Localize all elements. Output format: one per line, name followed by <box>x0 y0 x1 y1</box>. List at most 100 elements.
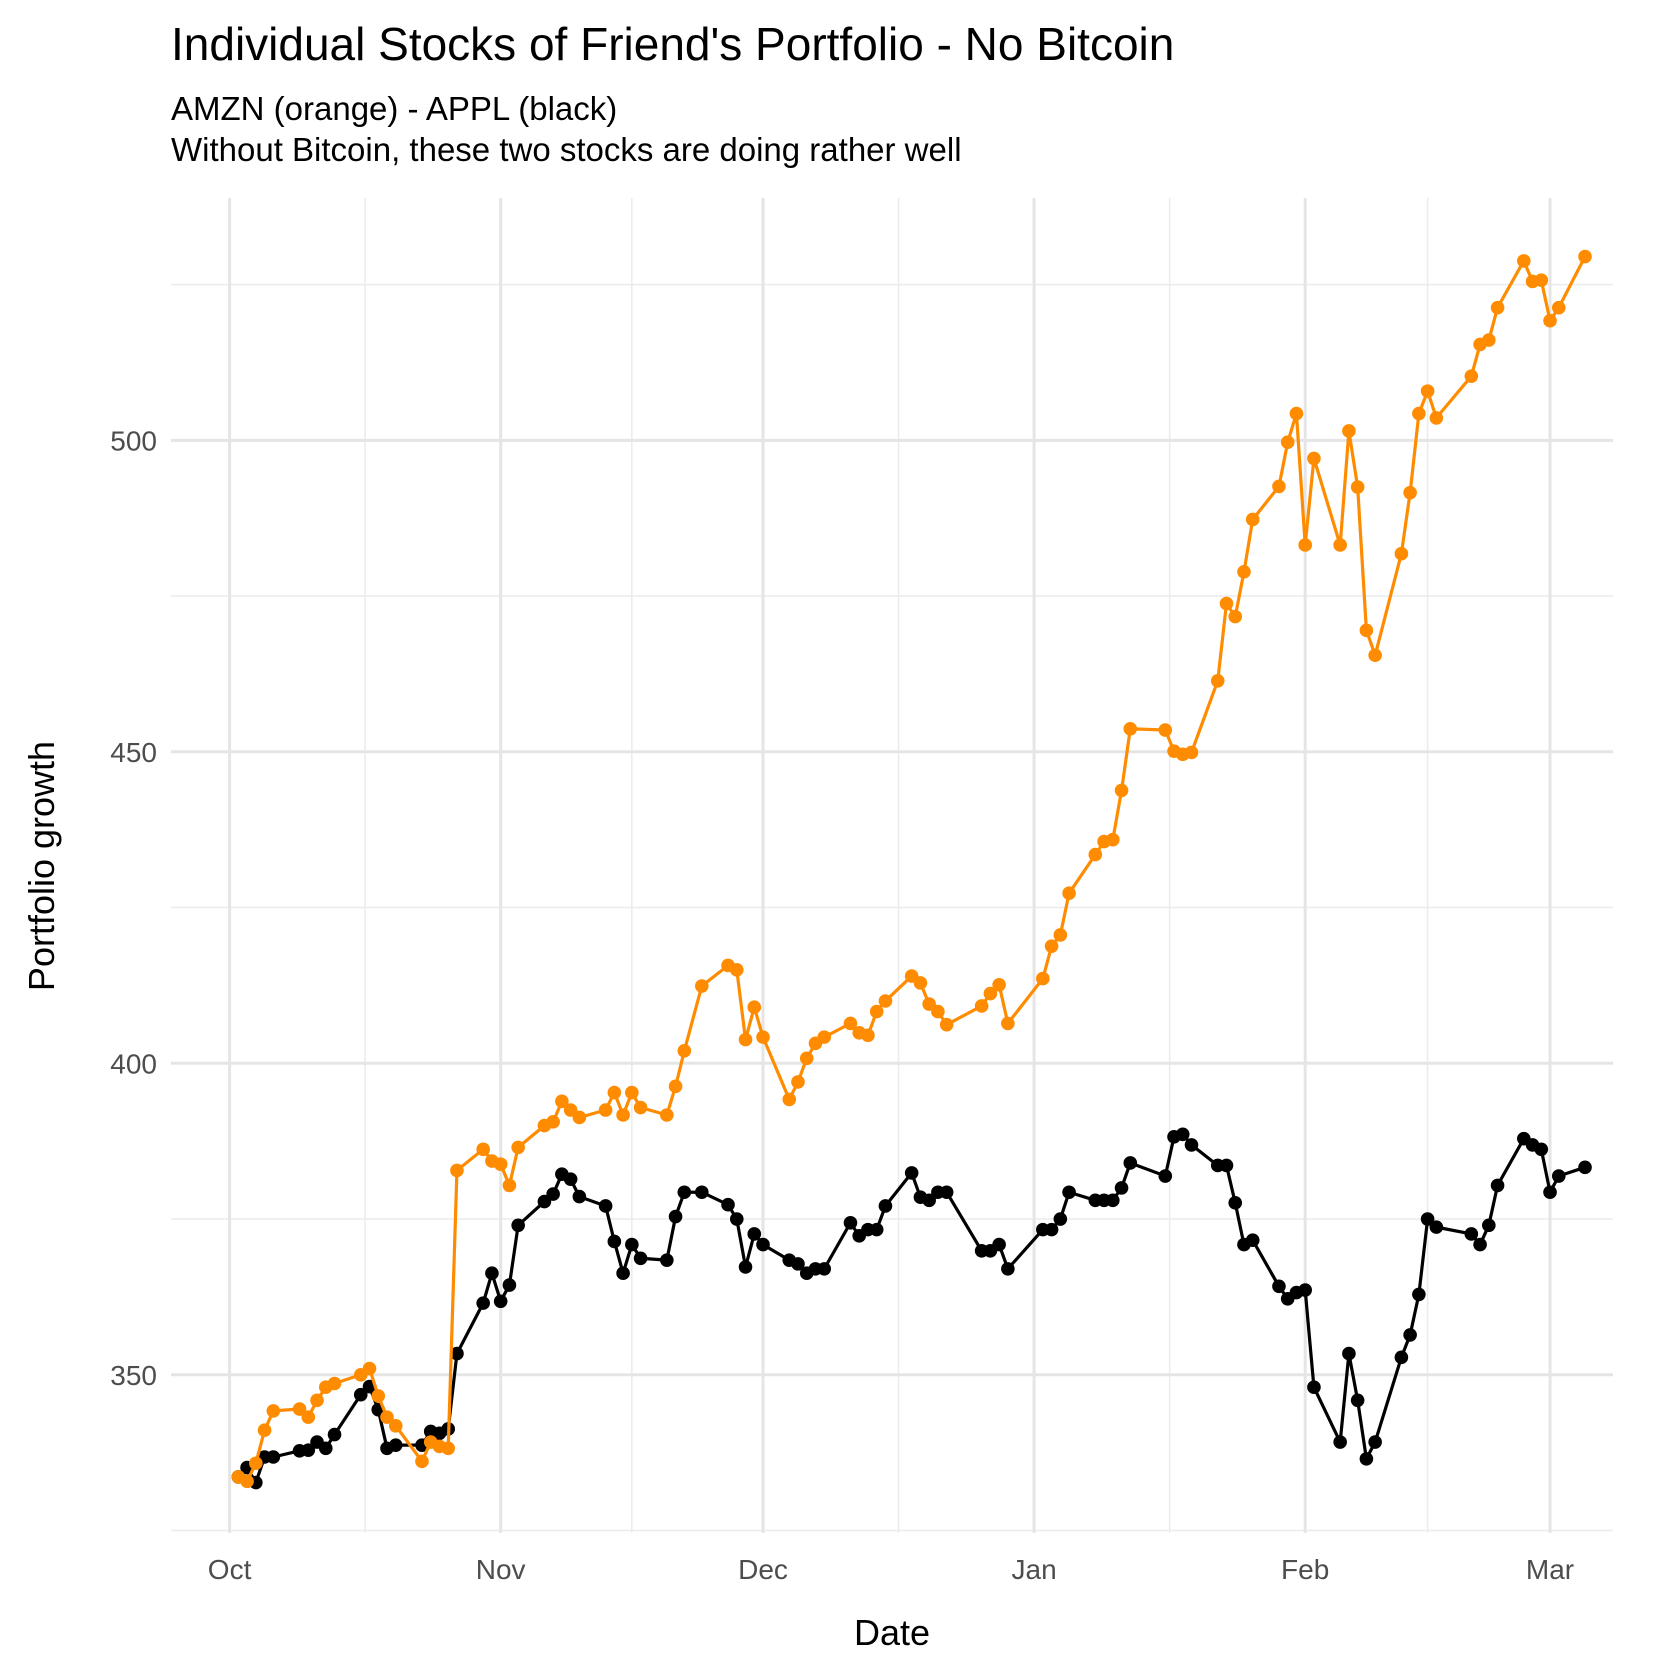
data-point <box>1412 406 1426 421</box>
data-point <box>1350 1393 1365 1408</box>
data-point <box>353 1387 368 1402</box>
data-point <box>1053 928 1068 942</box>
data-point <box>1175 1127 1190 1142</box>
data-point <box>791 1075 805 1089</box>
data-point <box>625 1085 639 1100</box>
data-point <box>1534 1142 1549 1157</box>
data-point <box>939 1017 954 1032</box>
data-point <box>1578 249 1592 264</box>
data-point <box>1534 273 1549 288</box>
data-point <box>931 1004 945 1019</box>
data-point <box>1184 1138 1199 1152</box>
data-point <box>388 1438 403 1452</box>
data-point <box>913 976 928 990</box>
data-point <box>1053 1212 1068 1226</box>
data-point <box>1289 406 1304 421</box>
x-tick-label: Nov <box>476 1554 526 1585</box>
data-point <box>1298 1283 1312 1297</box>
y-axis-title: Portfolio growth <box>21 741 62 991</box>
plot-area <box>231 249 1592 1490</box>
x-tick-label: Feb <box>1281 1554 1329 1585</box>
data-point <box>695 1185 709 1200</box>
chart-subtitle: AMZN (orange) - APPL (black) <box>171 90 617 127</box>
data-point <box>1228 609 1243 624</box>
data-point <box>598 1199 613 1213</box>
data-point <box>1394 546 1409 561</box>
data-point <box>625 1237 639 1252</box>
data-point <box>1403 1328 1417 1342</box>
data-point <box>450 1163 464 1178</box>
tick-labels: 350 400 450 500 Oct Nov Dec Jan Feb Mar <box>110 425 1574 1585</box>
data-point <box>992 977 1006 992</box>
y-tick-label: 500 <box>110 425 157 456</box>
data-point <box>974 999 989 1013</box>
data-point <box>1333 538 1347 552</box>
data-point <box>1036 971 1050 986</box>
data-point <box>791 1257 805 1271</box>
data-point <box>660 1253 674 1267</box>
data-point <box>1001 1262 1015 1276</box>
x-axis-title: Date <box>854 1612 930 1653</box>
data-point <box>502 1278 517 1292</box>
data-point <box>1219 596 1234 611</box>
data-point <box>1420 384 1435 398</box>
x-tick-label: Oct <box>208 1554 252 1585</box>
data-point <box>1464 1227 1479 1241</box>
y-tick-label: 450 <box>110 737 157 768</box>
data-point <box>1333 1435 1347 1449</box>
data-point <box>1123 721 1138 736</box>
data-point <box>904 1166 919 1180</box>
data-point <box>738 1032 753 1047</box>
data-point <box>563 1172 578 1186</box>
data-point <box>292 1402 307 1416</box>
data-point <box>1272 1279 1286 1294</box>
data-point <box>922 1193 936 1208</box>
data-point <box>371 1389 386 1403</box>
data-point <box>738 1260 753 1274</box>
data-point <box>1429 1220 1444 1234</box>
data-point <box>1114 1181 1129 1195</box>
data-point <box>1307 1380 1321 1395</box>
data-point <box>1298 538 1312 552</box>
data-point <box>249 1456 263 1471</box>
data-point <box>301 1443 316 1457</box>
data-point <box>1420 1212 1435 1226</box>
data-point <box>1482 333 1496 347</box>
grid <box>171 198 1613 1533</box>
data-point <box>1551 300 1566 315</box>
chart-subtitle: Without Bitcoin, these two stocks are do… <box>171 131 962 168</box>
data-point <box>799 1051 814 1066</box>
data-point <box>843 1215 858 1230</box>
data-point <box>388 1419 403 1433</box>
chart-title: Individual Stocks of Friend's Portfolio … <box>171 18 1174 70</box>
data-point <box>1464 369 1479 383</box>
data-point <box>756 1237 770 1252</box>
data-point <box>1394 1350 1409 1365</box>
data-point <box>869 1222 884 1237</box>
data-point <box>493 1294 508 1309</box>
data-point <box>485 1266 499 1281</box>
data-point <box>843 1016 858 1031</box>
data-point <box>1219 1158 1234 1173</box>
x-tick-label: Jan <box>1012 1554 1057 1585</box>
data-point <box>450 1346 464 1361</box>
data-point <box>1114 783 1129 798</box>
data-point <box>747 1227 762 1241</box>
data-point <box>327 1427 342 1442</box>
data-point <box>817 1262 832 1276</box>
data-point <box>1062 1185 1076 1200</box>
data-point <box>1482 1218 1496 1233</box>
data-point <box>677 1185 692 1200</box>
data-point <box>511 1140 525 1155</box>
data-point <box>1368 1435 1382 1449</box>
data-point <box>1543 313 1557 328</box>
data-point <box>572 1110 587 1125</box>
data-point <box>782 1092 797 1107</box>
data-point <box>756 1030 770 1044</box>
data-point <box>318 1441 333 1456</box>
data-point <box>616 1266 630 1281</box>
data-point <box>878 1199 893 1213</box>
data-point <box>1245 512 1260 527</box>
